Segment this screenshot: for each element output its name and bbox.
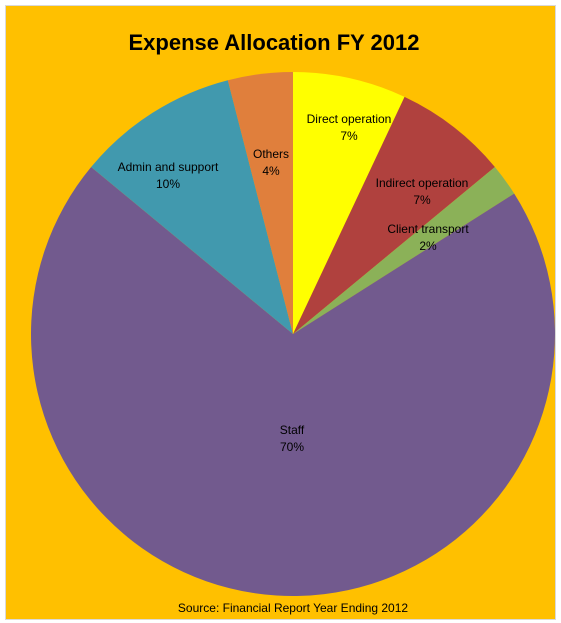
pie-slice-staff xyxy=(31,166,555,596)
chart-title: Expense Allocation FY 2012 xyxy=(128,30,419,55)
slice-label-admin-and-support: Admin and support xyxy=(118,160,219,174)
chart-source-note: Source: Financial Report Year Ending 201… xyxy=(178,601,408,615)
pie-slice-client-transport xyxy=(293,166,515,334)
pie-chart: Expense Allocation FY 2012 Direct operat… xyxy=(6,6,555,619)
pie-slices xyxy=(31,72,555,596)
pie-slice-admin-and-support xyxy=(91,80,293,335)
slice-percent-others: 4% xyxy=(262,164,280,178)
slice-label-others: Others xyxy=(253,147,289,161)
slice-label-staff: Staff xyxy=(280,423,305,437)
slice-label-client-transport: Client transport xyxy=(387,222,469,236)
pie-slice-indirect-operation xyxy=(293,96,495,335)
pie-data-labels: Direct operation 7% Indirect operation 7% Cl… xyxy=(118,112,470,454)
pie-slice-others xyxy=(227,72,293,334)
pie-slice-direct-operation xyxy=(293,72,405,334)
slice-percent-indirect-operation: 7% xyxy=(413,193,431,207)
slice-percent-direct-operation: 7% xyxy=(340,129,358,143)
slice-label-indirect-operation: Indirect operation xyxy=(376,176,469,190)
chart-container: Expense Allocation FY 2012 Direct operat… xyxy=(5,5,556,620)
slice-percent-staff: 70% xyxy=(280,440,304,454)
slice-percent-admin-and-support: 10% xyxy=(156,177,180,191)
slice-percent-client-transport: 2% xyxy=(419,239,437,253)
slice-label-direct-operation: Direct operation xyxy=(307,112,392,126)
